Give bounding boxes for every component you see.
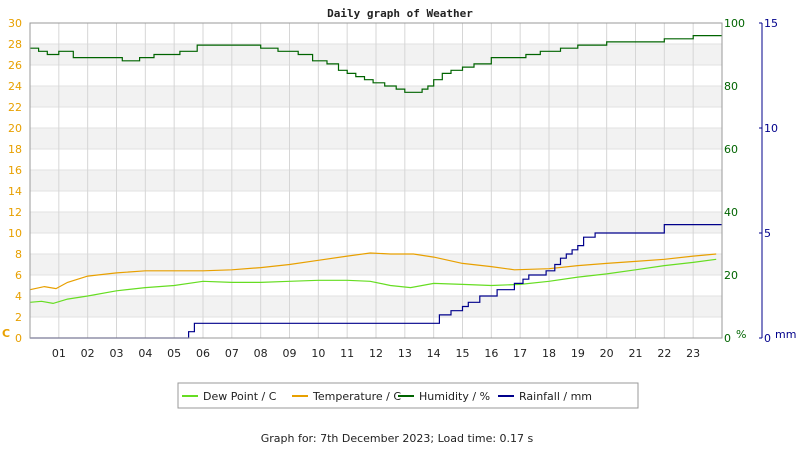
y-tick-humidity: 20: [724, 269, 738, 282]
series-line-humidity: [30, 35, 722, 93]
y-tick-left: 26: [8, 59, 22, 72]
x-tick: 12: [369, 347, 383, 360]
x-tick: 22: [657, 347, 671, 360]
legend-label: Temperature / C: [312, 390, 401, 403]
y-unit-humidity: %: [736, 328, 746, 341]
legend-box: [177, 382, 639, 409]
x-tick: 04: [138, 347, 152, 360]
y-tick-rain: 5: [764, 227, 771, 240]
y-tick-left: 10: [8, 227, 22, 240]
y-tick-left: 0: [15, 332, 22, 345]
x-tick: 16: [484, 347, 498, 360]
y-tick-left: 4: [15, 290, 22, 303]
y-tick-left: 20: [8, 122, 22, 135]
y-tick-left: 12: [8, 206, 22, 219]
series-line-temperature-c: [29, 252, 717, 291]
x-tick: 15: [456, 347, 470, 360]
y-unit-left: C: [2, 327, 10, 340]
x-tick: 06: [196, 347, 210, 360]
y-tick-left: 18: [8, 143, 22, 156]
y-tick-left: 6: [15, 269, 22, 282]
y-tick-humidity: 0: [724, 332, 731, 345]
y-tick-humidity: 60: [724, 143, 738, 156]
chart-series: [29, 35, 722, 339]
y-tick-rain: 10: [764, 122, 778, 135]
x-tick: 20: [600, 347, 614, 360]
x-tick: 09: [283, 347, 297, 360]
x-tick: 11: [340, 347, 354, 360]
x-tick: 19: [571, 347, 585, 360]
y-tick-left: 22: [8, 101, 22, 114]
chart-title: Daily graph of Weather: [327, 7, 473, 20]
legend-label: Dew Point / C: [203, 390, 277, 403]
y-tick-left: 16: [8, 164, 22, 177]
x-tick: 05: [167, 347, 181, 360]
x-tick: 02: [81, 347, 95, 360]
x-tick: 13: [398, 347, 412, 360]
x-tick: 21: [629, 347, 643, 360]
y-tick-left: 30: [8, 17, 22, 30]
x-tick: 14: [427, 347, 441, 360]
y-tick-left: 14: [8, 185, 22, 198]
x-tick: 01: [52, 347, 66, 360]
x-tick: 07: [225, 347, 239, 360]
x-tick: 18: [542, 347, 556, 360]
y-unit-rain: mm: [775, 328, 796, 341]
y-tick-humidity: 100: [724, 17, 745, 30]
series-line-rainfall-mm: [30, 224, 722, 339]
x-tick: 03: [110, 347, 124, 360]
x-tick: 23: [686, 347, 700, 360]
y-tick-rain: 0: [764, 332, 771, 345]
y-tick-left: 28: [8, 38, 22, 51]
legend-label: Rainfall / mm: [519, 390, 592, 403]
y-tick-humidity: 40: [724, 206, 738, 219]
x-tick: 08: [254, 347, 268, 360]
y-tick-left: 8: [15, 248, 22, 261]
y-tick-left: 24: [8, 80, 22, 93]
footer-info: Graph for: 7th December 2023; Load time:…: [261, 432, 534, 445]
legend-label: Humidity / %: [419, 390, 490, 403]
x-tick: 10: [311, 347, 325, 360]
series-line-dew-point-c: [29, 258, 717, 305]
plot-border: [29, 22, 723, 339]
chart-legend: Dew Point / C Temperature / C Humidity / %…: [177, 382, 639, 409]
y-tick-humidity: 80: [724, 80, 738, 93]
y-tick-left: 2: [15, 311, 22, 324]
y-tick-rain: 15: [764, 17, 778, 30]
x-tick: 17: [513, 347, 527, 360]
